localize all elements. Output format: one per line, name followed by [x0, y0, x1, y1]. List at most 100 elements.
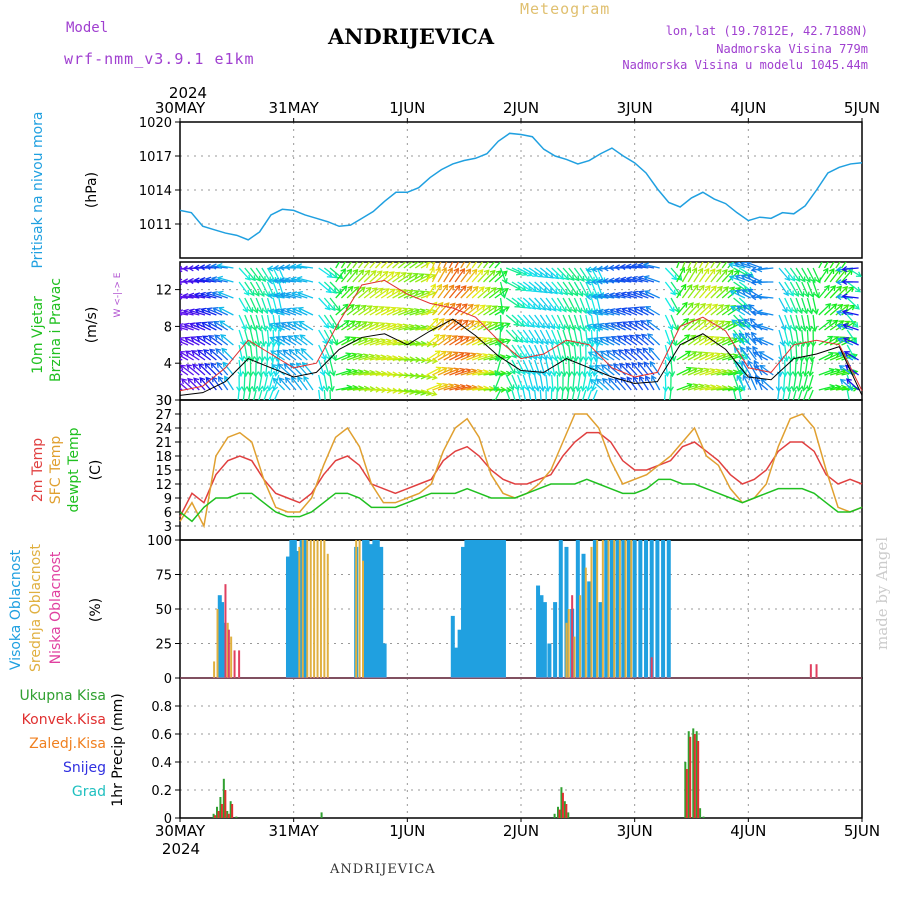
- wind-barb-head: [686, 283, 693, 291]
- wind-barb: [335, 386, 352, 391]
- wind-barb: [237, 389, 240, 400]
- wind-barb-head: [780, 386, 788, 393]
- wind-barb-head: [571, 307, 577, 314]
- wind-barb: [710, 262, 716, 269]
- wind-barb: [844, 351, 859, 361]
- wind-barb: [730, 306, 746, 316]
- wind-barb-head: [552, 355, 559, 362]
- wind-barb: [846, 314, 859, 328]
- y-tick-label: 21: [155, 436, 172, 451]
- wind-barb-head: [547, 272, 554, 279]
- wind-barb: [352, 262, 358, 269]
- cloud-bar: [450, 615, 455, 678]
- precip-bar: [561, 792, 564, 818]
- wind-barb: [812, 314, 816, 331]
- cloud-bar: [592, 540, 597, 678]
- wind-barb-head: [433, 333, 440, 340]
- cloud-bar: [624, 540, 627, 678]
- wind-barb-head: [503, 306, 510, 312]
- wind-barb-head: [586, 323, 593, 330]
- wind-barb: [749, 375, 757, 391]
- wind-barb-head: [739, 262, 747, 268]
- wind-barb: [323, 281, 337, 294]
- wind-barb: [204, 363, 217, 376]
- precip-bar: [553, 813, 556, 818]
- wind-barb: [522, 314, 535, 328]
- wind-barb: [646, 319, 661, 331]
- wind-barb-head: [739, 401, 744, 406]
- precip-bar: [699, 808, 702, 818]
- pressure-unit: (hPa): [84, 172, 100, 208]
- wind-barb: [704, 262, 710, 269]
- wind-barb-head: [279, 307, 286, 314]
- wind-barb: [409, 389, 426, 395]
- wind-barb-head: [545, 305, 552, 312]
- wind-barb: [380, 288, 396, 299]
- wind-barb: [705, 386, 721, 391]
- wind-barb: [477, 269, 490, 283]
- wind-barb-head: [207, 335, 215, 341]
- wind-barb: [318, 267, 333, 278]
- wind-barb-head: [204, 362, 211, 369]
- wind-barb: [286, 308, 302, 316]
- wind-barb-head: [484, 286, 491, 293]
- wind-barb-head: [568, 274, 575, 281]
- wind-barb-head: [290, 276, 297, 283]
- wind-barb-head: [370, 269, 377, 276]
- wind-barb: [795, 297, 803, 314]
- wind-barb-head: [631, 275, 638, 282]
- day-label-top: 4JUN: [730, 99, 766, 117]
- cloud-bar: [491, 540, 496, 678]
- wind-barb-head: [708, 352, 716, 358]
- wind-barb-head: [253, 356, 261, 363]
- wind-barb-head: [612, 363, 619, 370]
- wind-barb: [381, 356, 398, 361]
- wind-barb: [460, 353, 476, 361]
- wind-barb-head: [444, 318, 451, 325]
- wind-barb-head: [747, 360, 753, 367]
- wind-barb: [539, 314, 550, 329]
- wind-barb-head: [341, 285, 348, 292]
- wind-barb-head: [836, 323, 843, 330]
- wind-barb: [590, 314, 595, 331]
- wind-barb-head: [296, 276, 303, 283]
- wind-barb: [823, 262, 829, 269]
- wind-barb-head: [756, 293, 763, 300]
- wind-barb: [238, 329, 245, 346]
- wind-barb-head: [725, 337, 733, 343]
- cloud-bar: [285, 556, 290, 678]
- wind-barb: [698, 268, 710, 283]
- wind-barb: [789, 344, 793, 361]
- wind-barb: [494, 262, 502, 269]
- wind-barb: [386, 262, 395, 269]
- precip-bar: [692, 728, 695, 818]
- cloud-bar: [590, 546, 593, 678]
- wind-barb-head: [608, 292, 615, 299]
- wind-barb-head: [750, 279, 757, 286]
- y-tick-label: 12: [155, 478, 172, 493]
- wind-barb-head: [734, 274, 741, 281]
- wind-barb-head: [348, 304, 355, 310]
- wind-barb-head: [523, 321, 530, 328]
- wind-barb: [539, 267, 554, 279]
- wind-barb-head: [554, 324, 561, 331]
- wind-barb: [341, 386, 358, 391]
- cloud-bar: [362, 540, 367, 678]
- wind-barb-head: [487, 337, 494, 344]
- wind-barb: [297, 277, 314, 283]
- wind-barb-head: [619, 263, 626, 271]
- wind-barb: [483, 338, 499, 346]
- y-tick-label: 9: [164, 492, 172, 507]
- wind-barb: [693, 368, 709, 376]
- wind-barb: [582, 389, 587, 400]
- wind-barb: [275, 322, 291, 331]
- wind-barb-head: [780, 401, 785, 406]
- cloud-bar: [609, 540, 614, 678]
- wind-barb-head: [449, 302, 456, 309]
- wind-barb: [528, 297, 541, 310]
- wind-barb-head: [505, 354, 512, 361]
- wind-barb: [287, 321, 302, 331]
- wind-barb-head: [553, 273, 560, 280]
- wind-barb: [802, 389, 809, 400]
- wind-barb: [818, 268, 829, 283]
